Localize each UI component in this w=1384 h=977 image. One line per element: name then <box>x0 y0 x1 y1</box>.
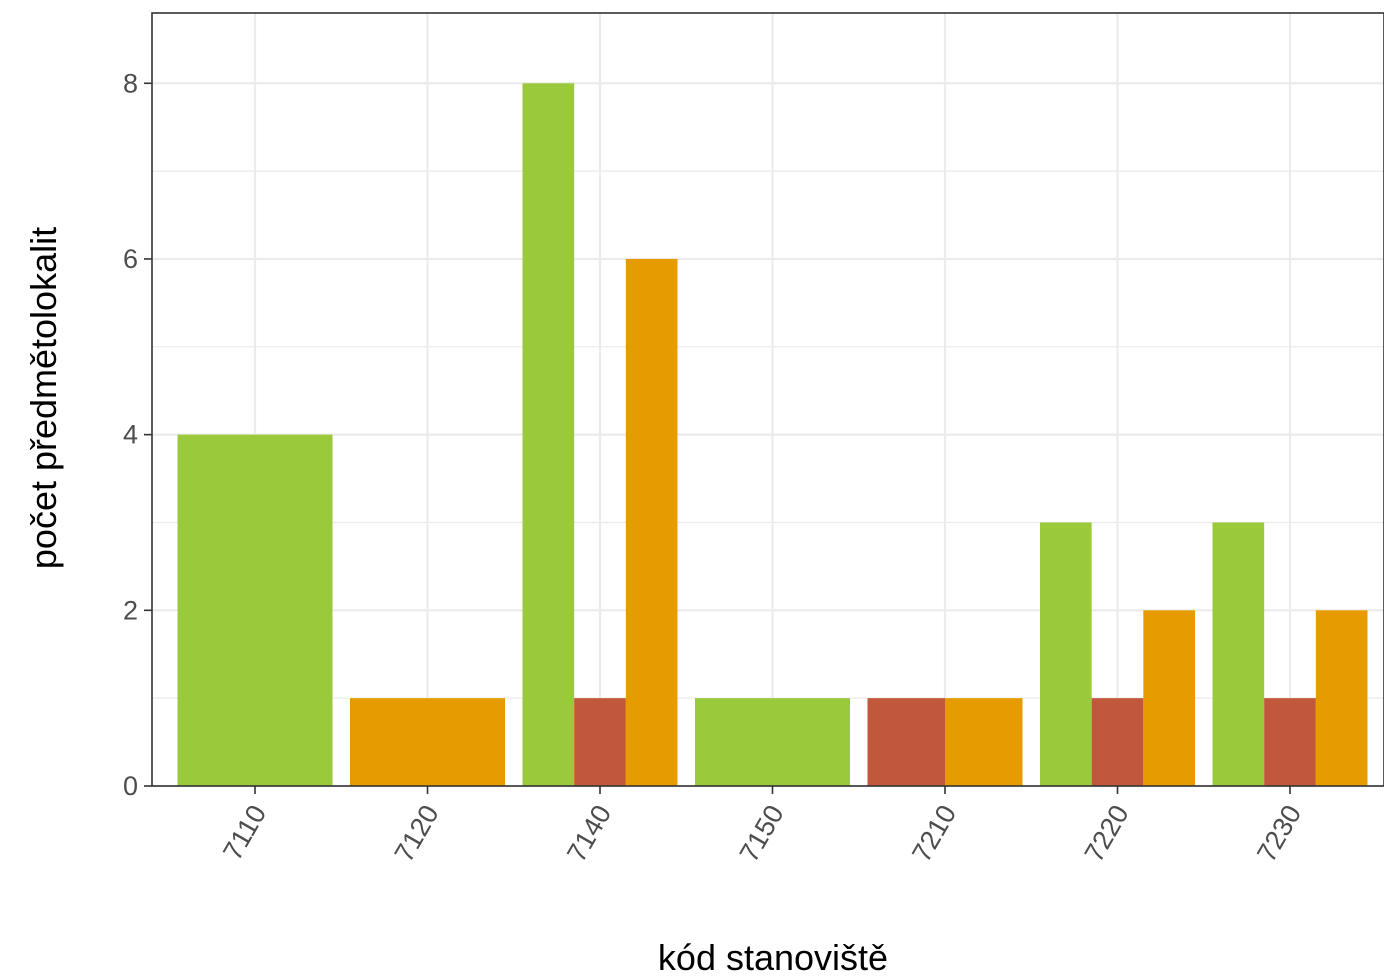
axes <box>144 12 1384 794</box>
bar-7220-series-1 <box>1040 522 1092 786</box>
y-tick-label: 0 <box>123 771 138 801</box>
bar-7120-series-3 <box>350 698 505 786</box>
y-tick-label: 6 <box>123 244 138 274</box>
y-tick-label: 4 <box>123 420 138 450</box>
bar-7230-series-3 <box>1315 610 1368 786</box>
bar-7230-series-2 <box>1264 698 1316 786</box>
bar-7210-series-3 <box>945 698 1023 786</box>
bar-7230-series-1 <box>1212 522 1265 786</box>
bar-7140-series-1 <box>522 83 575 787</box>
x-axis-title: kód stanoviště <box>658 937 888 977</box>
panel-border <box>151 12 1384 787</box>
y-axis-title: počet předmětolokalit <box>23 227 64 569</box>
y-tick-label: 8 <box>123 68 138 98</box>
bars <box>177 83 1368 787</box>
y-tick-label: 2 <box>123 595 138 625</box>
bar-7220-series-3 <box>1143 610 1195 786</box>
bar-7220-series-2 <box>1091 698 1144 786</box>
bar-7110-series-1 <box>177 434 333 786</box>
bar-7140-series-3 <box>625 258 678 786</box>
bar-7140-series-2 <box>574 698 626 786</box>
bar-7210-series-2 <box>867 698 945 786</box>
bar-7150-series-1 <box>695 698 850 786</box>
